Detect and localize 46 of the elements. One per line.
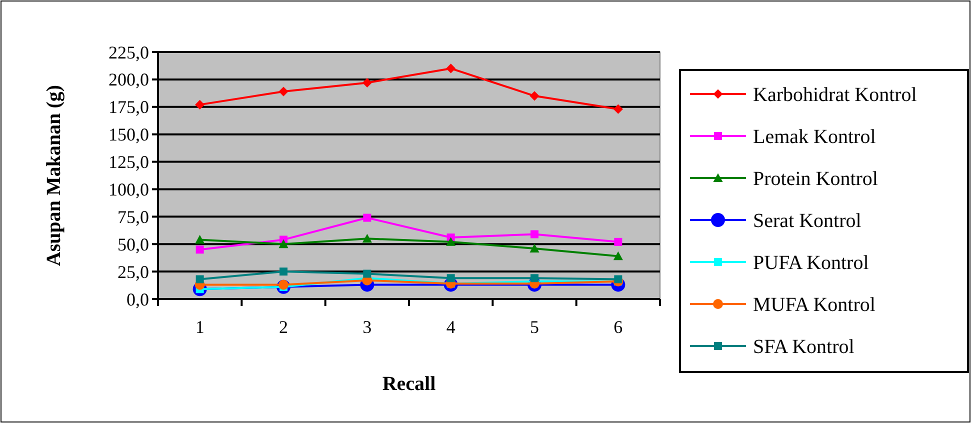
point: [195, 234, 205, 244]
x-tick-label: 5: [530, 317, 539, 337]
point: [278, 239, 288, 248]
point: [278, 86, 288, 96]
point: [196, 246, 204, 254]
y-tick-label: 175,0: [108, 97, 149, 118]
y-tick-label: 25,0: [118, 262, 149, 282]
point: [530, 274, 538, 282]
point: [530, 244, 540, 252]
legend-label: MUFA Kontrol: [753, 294, 876, 316]
point: [195, 100, 205, 110]
legend-label: Serat Kontrol: [753, 210, 862, 232]
x-tick-label: 2: [279, 317, 288, 337]
y-tick-label: 100,0: [108, 180, 149, 200]
x-tick-label: 4: [446, 317, 456, 337]
point: [614, 238, 622, 246]
legend-label: Lemak Kontrol: [753, 126, 876, 148]
point: [362, 234, 372, 243]
y-tick-label: 200,0: [108, 70, 149, 90]
y-tick-label: 125,0: [108, 152, 149, 172]
legend-label: Karbohidrat Kontrol: [753, 84, 918, 106]
point: [613, 104, 623, 114]
point: [446, 274, 455, 282]
point: [530, 91, 540, 101]
x-axis-title: Recall: [382, 373, 436, 395]
point: [530, 230, 538, 238]
point: [363, 214, 372, 222]
point: [362, 78, 372, 88]
legend-label: Protein Kontrol: [753, 168, 878, 190]
point: [446, 64, 456, 74]
y-tick-label: 225,0: [108, 42, 149, 62]
point: [446, 237, 456, 246]
point: [613, 251, 623, 260]
y-tick-label: 150,0: [108, 124, 149, 145]
y-tick-label: 75,0: [118, 206, 149, 227]
y-axis-title: Asupan Makanan (g): [43, 84, 65, 266]
x-tick-label: 6: [614, 317, 623, 337]
point: [280, 268, 288, 276]
point: [363, 270, 372, 278]
y-tick-label: 50,0: [118, 234, 149, 254]
legend-label: PUFA Kontrol: [753, 252, 870, 274]
y-tick-label: 0,0: [126, 289, 149, 310]
legend-label: SFA Kontrol: [753, 336, 855, 358]
point: [196, 275, 204, 284]
x-tick-label: 1: [195, 317, 204, 337]
x-tick-label: 3: [362, 317, 372, 337]
